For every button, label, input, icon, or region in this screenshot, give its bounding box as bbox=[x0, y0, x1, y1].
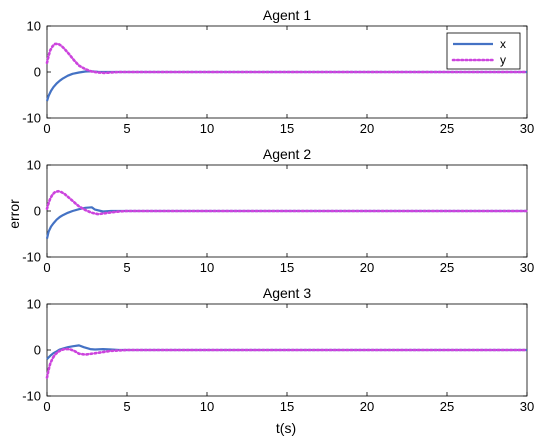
y-tick-label: 0 bbox=[34, 65, 41, 80]
x-tick-label: 20 bbox=[360, 260, 374, 275]
x-tick-label: 10 bbox=[200, 260, 214, 275]
x-tick-label: 5 bbox=[123, 121, 130, 136]
y-tick-label: 10 bbox=[27, 158, 41, 173]
x-tick-label: 25 bbox=[440, 399, 454, 414]
y-tick-label: 10 bbox=[27, 19, 41, 34]
panel-title: Agent 2 bbox=[263, 146, 311, 162]
series-line-y bbox=[45, 347, 529, 379]
x-tick-label: 5 bbox=[123, 260, 130, 275]
x-tick-label: 0 bbox=[43, 399, 50, 414]
legend-label-y: y bbox=[500, 53, 506, 67]
y-tick-label: 0 bbox=[34, 204, 41, 219]
x-axis-label: t(s) bbox=[276, 420, 296, 436]
y-tick-label: -10 bbox=[22, 250, 41, 265]
x-tick-label: 0 bbox=[43, 121, 50, 136]
series-line-y bbox=[45, 189, 529, 216]
x-tick-label: 10 bbox=[200, 399, 214, 414]
x-tick-label: 5 bbox=[123, 399, 130, 414]
series-line-x bbox=[45, 206, 527, 239]
x-tick-label: 15 bbox=[280, 121, 294, 136]
panel-title: Agent 3 bbox=[263, 285, 311, 301]
x-tick-label: 30 bbox=[520, 399, 534, 414]
panel-title: Agent 1 bbox=[263, 7, 311, 23]
y-tick-label: -10 bbox=[22, 111, 41, 126]
x-tick-label: 15 bbox=[280, 260, 294, 275]
legend-box bbox=[446, 32, 521, 70]
y-tick-label: 10 bbox=[27, 297, 41, 312]
x-tick-label: 20 bbox=[360, 121, 374, 136]
x-tick-label: 30 bbox=[520, 121, 534, 136]
x-tick-label: 0 bbox=[43, 260, 50, 275]
x-tick-label: 10 bbox=[200, 121, 214, 136]
y-tick-label: 0 bbox=[34, 343, 41, 358]
y-tick-label: -10 bbox=[22, 389, 41, 404]
x-tick-label: 25 bbox=[440, 121, 454, 136]
series-line-y bbox=[45, 42, 529, 75]
x-tick-label: 30 bbox=[520, 260, 534, 275]
legend-label-x: x bbox=[500, 37, 506, 51]
x-tick-label: 25 bbox=[440, 260, 454, 275]
x-tick-label: 15 bbox=[280, 399, 294, 414]
x-tick-label: 20 bbox=[360, 399, 374, 414]
y-axis-label: error bbox=[6, 199, 22, 229]
